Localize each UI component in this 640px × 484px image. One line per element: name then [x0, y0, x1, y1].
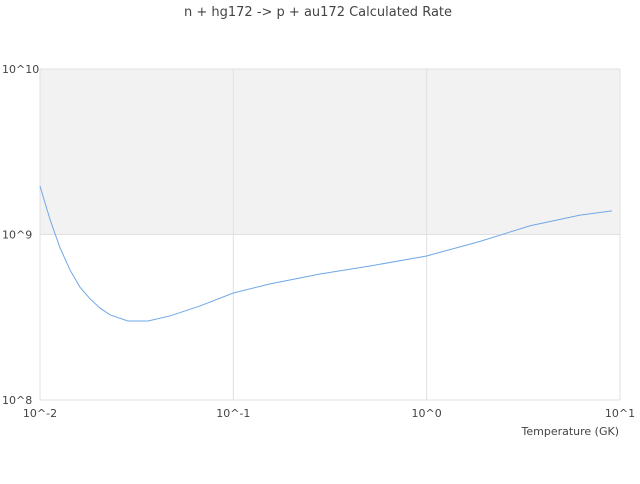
chart-title: n + hg172 -> p + au172 Calculated Rate [184, 5, 452, 20]
x-axis-label: Temperature (GK) [521, 425, 620, 438]
y-tick-label: 10^9 [2, 229, 32, 242]
data-line [39, 185, 613, 322]
y-tick-label: 10^8 [2, 394, 32, 407]
x-tick-label: 10^0 [412, 407, 442, 420]
x-tick-label: 10^-1 [216, 407, 250, 420]
plot-band [40, 69, 620, 235]
y-tick-label: 10^10 [2, 63, 39, 76]
x-tick-label: 10^1 [605, 407, 635, 420]
x-tick-label: 10^-2 [23, 407, 57, 420]
